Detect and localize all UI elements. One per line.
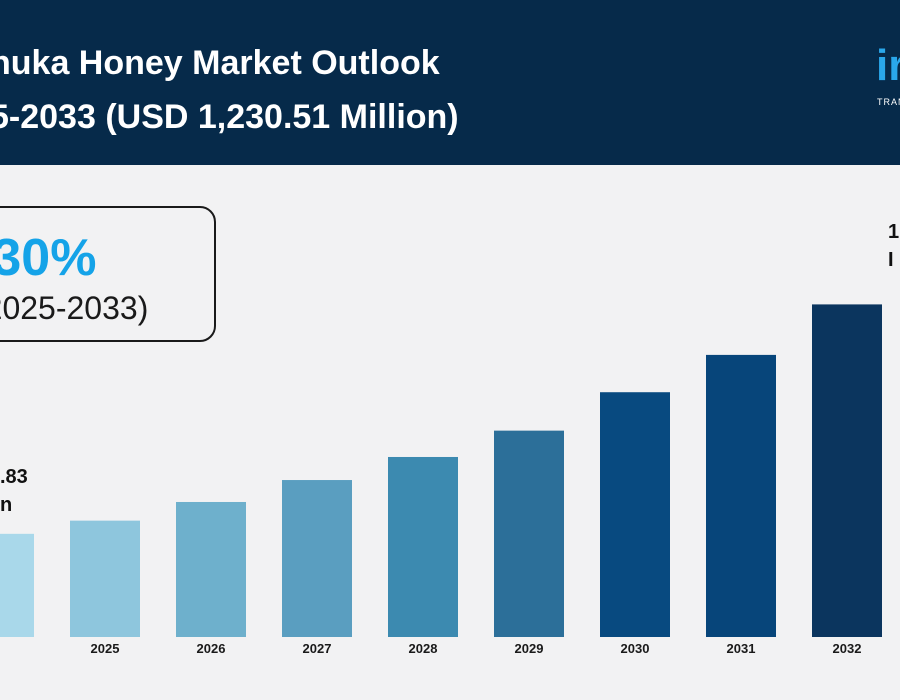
header-banner: nuka Honey Market Outlook 5-2033 (USD 1,… xyxy=(0,0,900,165)
cagr-label: (2025-2033) xyxy=(0,290,149,326)
x-tick-label: 2028 xyxy=(409,641,438,656)
x-tick-label: 2026 xyxy=(197,641,226,656)
x-tick-label: 2030 xyxy=(621,641,650,656)
brand-logo: ir xyxy=(876,41,900,90)
x-tick-label: 2031 xyxy=(727,641,756,656)
title-line-1: nuka Honey Market Outlook xyxy=(0,44,440,82)
bar xyxy=(600,392,670,637)
page-title: nuka Honey Market Outlook 5-2033 (USD 1,… xyxy=(0,36,459,144)
bar xyxy=(494,430,564,637)
bar xyxy=(282,480,352,637)
start-value-line-1: .83 xyxy=(0,466,28,488)
start-value-line-2: n xyxy=(0,494,13,516)
bar xyxy=(176,501,246,637)
bar xyxy=(70,520,140,637)
start-value-annotation: .83 n xyxy=(0,463,28,519)
x-tick-labels: 2025 2026 2027 2028 2029 2030 2031 2032 xyxy=(91,641,862,656)
bar xyxy=(0,533,34,637)
bar xyxy=(812,304,882,637)
bar xyxy=(706,354,776,637)
end-value-line-2: I xyxy=(888,249,894,271)
end-value-line-1: 1 xyxy=(888,221,900,243)
title-line-2: 5-2033 (USD 1,230.51 Million) xyxy=(0,98,459,136)
bar xyxy=(388,456,458,637)
x-tick-label: 2025 xyxy=(91,641,120,656)
brand-logo-subtext: TRAN xyxy=(877,97,900,107)
end-value-annotation: 1 I xyxy=(888,218,899,274)
x-tick-label: 2032 xyxy=(833,641,862,656)
cagr-value: 5.30% xyxy=(0,229,97,287)
cagr-callout: 5.30% (2025-2033) xyxy=(0,206,216,342)
x-tick-label: 2027 xyxy=(303,641,332,656)
x-tick-label: 2029 xyxy=(515,641,544,656)
bars-group xyxy=(0,304,882,637)
